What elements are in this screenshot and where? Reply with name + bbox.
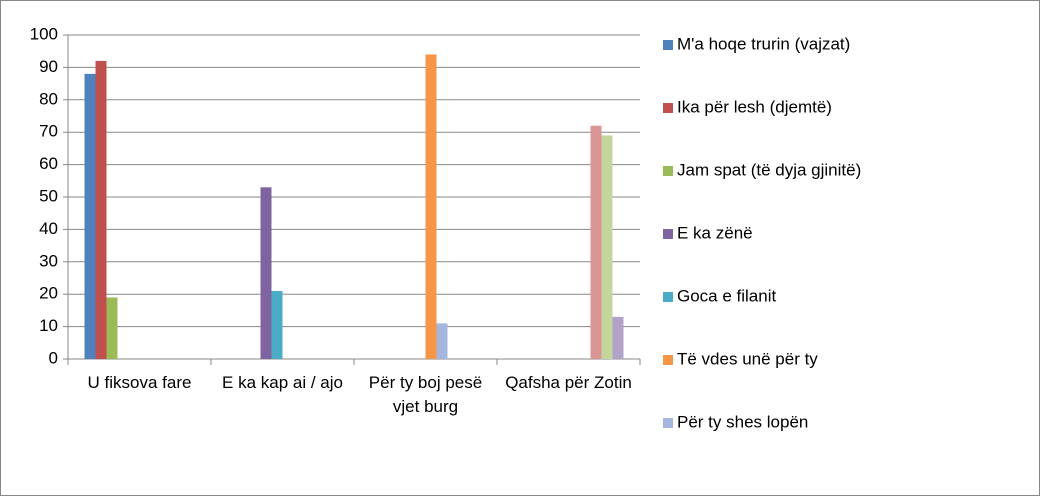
legend-swatch <box>663 355 673 365</box>
x-tick-label: Qafsha për Zotin <box>505 373 632 392</box>
legend-swatch <box>663 292 673 302</box>
legend-swatch <box>663 166 673 176</box>
bar <box>436 323 448 359</box>
x-tick-label: Për ty boj pesë vjet burg <box>368 373 483 416</box>
legend-label: Goca e filanit <box>677 286 776 305</box>
bar <box>271 290 283 359</box>
x-tick-label: U fiksova fare <box>87 373 192 392</box>
y-tick-label: 40 <box>39 219 58 238</box>
bar <box>95 60 107 360</box>
legend-label: Për ty shes lopën <box>677 412 808 431</box>
y-tick-label: 0 <box>49 348 58 367</box>
y-tick-label: 30 <box>39 251 58 270</box>
y-tick-label: 10 <box>39 316 58 335</box>
legend-swatch <box>663 103 673 113</box>
legend-label: E ka zënë <box>677 223 753 242</box>
bar <box>106 297 118 359</box>
y-tick-label: 80 <box>39 89 58 108</box>
legend-label: Të vdes unë për ty <box>677 349 818 368</box>
legend-label: Jam spat (të dyja gjinitë) <box>677 160 861 179</box>
bar <box>425 54 437 359</box>
y-tick-label: 60 <box>39 154 58 173</box>
legend-label: Ika për lesh (djemtë) <box>677 97 832 116</box>
bar <box>612 316 624 359</box>
bar <box>84 73 96 359</box>
y-tick-label: 20 <box>39 284 58 303</box>
y-tick-label: 50 <box>39 186 58 205</box>
bar <box>260 187 272 359</box>
x-tick-label: E ka kap ai / ajo <box>222 373 343 392</box>
legend-swatch <box>663 229 673 239</box>
legend-label: M'a hoqe trurin (vajzat) <box>677 34 850 53</box>
bar <box>601 135 613 359</box>
bar <box>590 125 602 359</box>
legend-swatch <box>663 40 673 50</box>
y-tick-label: 70 <box>39 122 58 141</box>
y-tick-label: 100 <box>30 24 58 43</box>
y-tick-label: 90 <box>39 57 58 76</box>
legend-swatch <box>663 418 673 428</box>
